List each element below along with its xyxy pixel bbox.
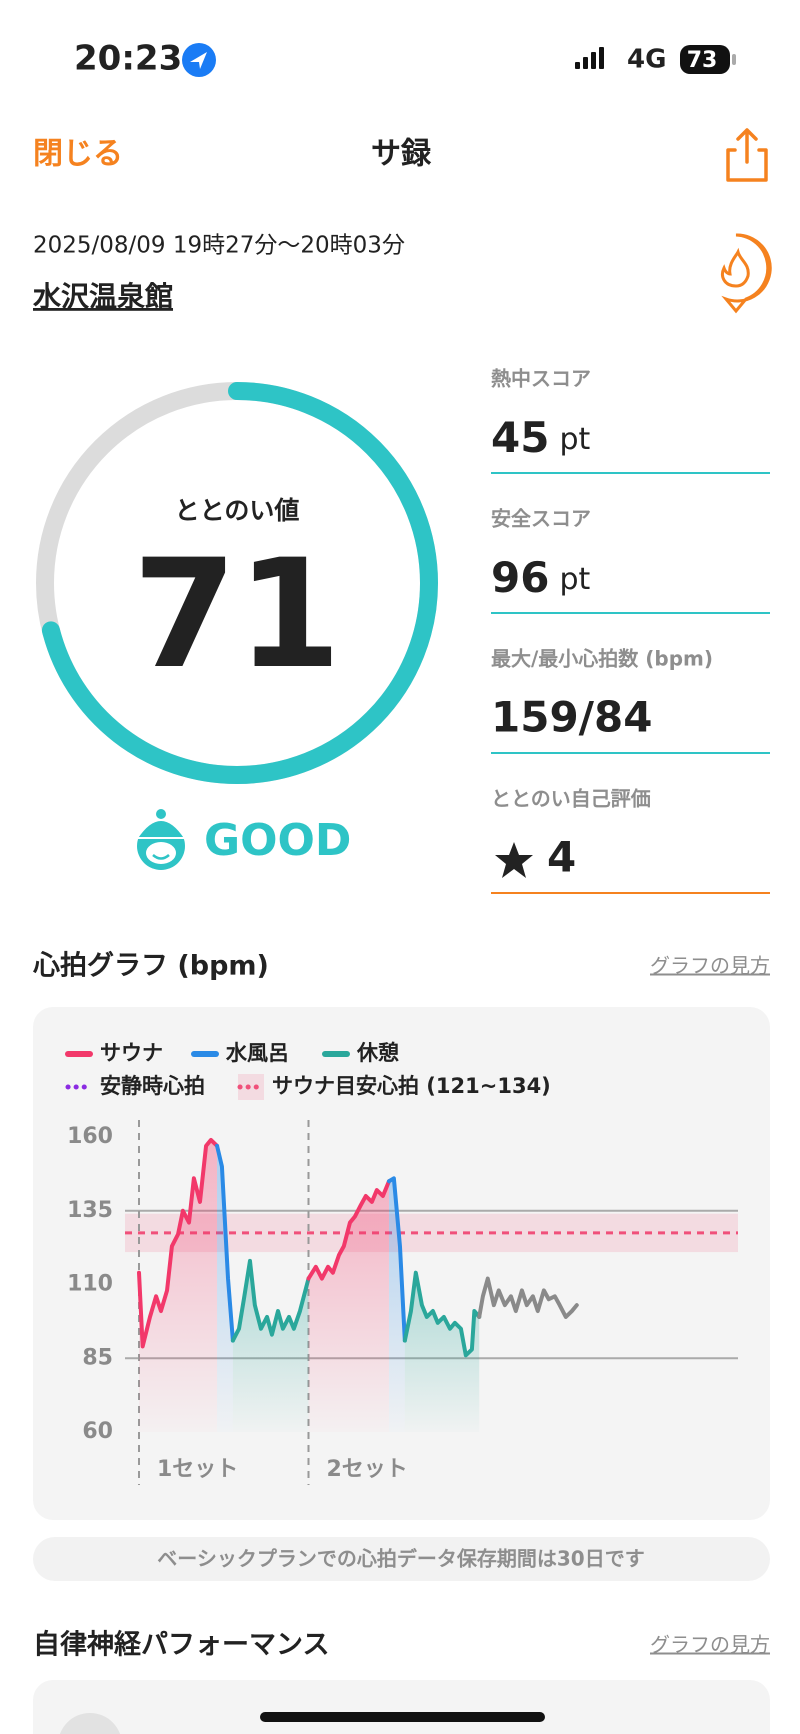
star-icon (495, 842, 533, 878)
gauge-arc (36, 382, 438, 784)
line (402, 1270, 482, 1358)
signal-icon (575, 47, 604, 69)
card (33, 1680, 770, 1734)
metric-unit: pt (559, 562, 590, 597)
metric-number: 45 (491, 413, 549, 462)
line (230, 1258, 311, 1343)
metric-label: 最大/最小心拍数 (bpm) (491, 647, 713, 671)
battery-tip (732, 54, 736, 65)
legend-label: 休憩 (356, 1041, 399, 1065)
gauge-value: 71 (133, 528, 342, 702)
line (137, 1137, 220, 1349)
saunner-icon[interactable] (721, 233, 772, 314)
set-label: 2セット (327, 1457, 408, 1482)
legend-label: 安静時心拍 (100, 1074, 205, 1098)
metric-label: ととのい自己評価 (491, 787, 651, 811)
card-graphic (59, 1713, 121, 1734)
location-arrow (190, 52, 207, 69)
rating-icon (135, 809, 187, 870)
notice: ベーシックプランでの心拍データ保存期間は30日です (157, 1547, 644, 1571)
area (217, 1145, 233, 1432)
line (215, 1143, 235, 1343)
close-button[interactable]: 閉じる (33, 137, 123, 172)
line (306, 1179, 391, 1281)
metric-label: 熱中スコア (491, 367, 591, 391)
nav-title: サ録 (371, 137, 432, 172)
notice-pill (33, 1537, 770, 1581)
network: 4G (627, 45, 666, 75)
metric-value: 4 (547, 833, 576, 882)
area (308, 1181, 389, 1432)
battery-level: 73 (687, 48, 718, 73)
metric-unit: pt (559, 422, 590, 457)
legend-label: サウナ目安心拍 (121~134) (272, 1074, 551, 1098)
legend-label: 水風呂 (225, 1041, 289, 1065)
help-link[interactable]: グラフの見方 (650, 954, 770, 978)
place-link[interactable]: 水沢温泉館 (32, 280, 173, 313)
metric-label: 安全スコア (491, 507, 591, 531)
rating: GOOD (204, 815, 351, 866)
set-label: 1セット (157, 1457, 238, 1482)
session-datetime: 2025/08/09 19時27分〜20時03分 (33, 233, 405, 259)
y-tick-label: 60 (82, 1419, 113, 1444)
status-time: 20:23 (74, 39, 182, 79)
area (388, 1178, 405, 1432)
metric-value: 45 pt (491, 413, 590, 462)
y-tick-label: 160 (67, 1124, 113, 1149)
line (477, 1276, 579, 1319)
y-tick-label: 135 (67, 1198, 113, 1223)
share-button[interactable] (726, 128, 768, 182)
section-title: 心拍グラフ (bpm) (32, 950, 269, 982)
y-tick-label: 85 (82, 1345, 113, 1370)
metric-value: 159/84 (491, 693, 652, 742)
home-indicator (260, 1712, 545, 1722)
area (232, 1260, 309, 1432)
line (386, 1176, 407, 1343)
battery (680, 45, 730, 74)
metric-number: 96 (491, 553, 549, 602)
legend-label: サウナ (100, 1041, 163, 1065)
y-tick-label: 110 (67, 1272, 113, 1297)
gauge-label: ととのい値 (175, 496, 300, 525)
help-link[interactable]: グラフの見方 (650, 1633, 770, 1657)
section-title: 自律神経パフォーマンス (33, 1629, 329, 1661)
area (139, 1139, 218, 1432)
metric-value: 96 pt (491, 553, 590, 602)
